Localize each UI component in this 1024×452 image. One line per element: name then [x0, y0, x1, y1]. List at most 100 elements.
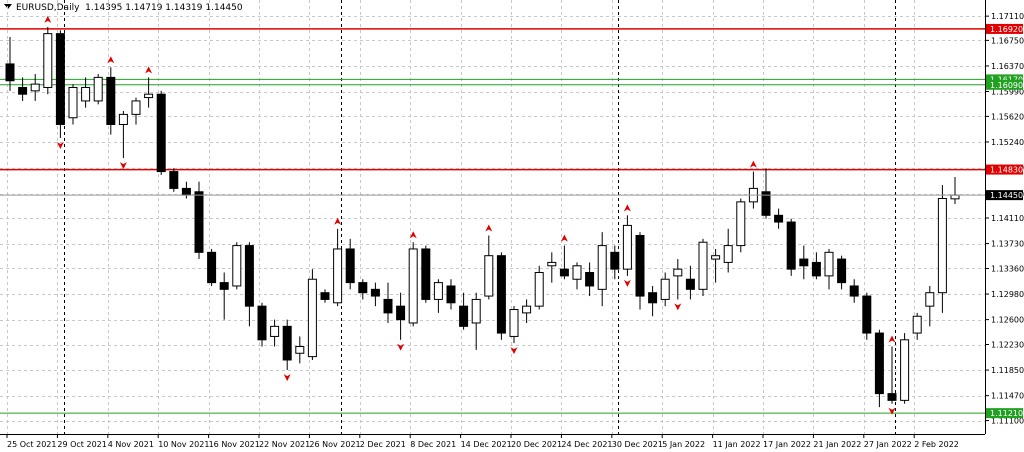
- y-tick-label: 1.17110: [991, 12, 1024, 21]
- x-tick-label: 26 Nov 2021: [309, 440, 360, 449]
- candle-body: [144, 93, 154, 99]
- candle-body: [484, 255, 494, 297]
- y-tick-label: 1.12980: [991, 290, 1024, 299]
- candle-body: [887, 393, 897, 401]
- fractal-down-arrow: [397, 343, 405, 351]
- fractal-up-arrow: [145, 66, 153, 74]
- current-price-tag: [986, 190, 1023, 201]
- x-tick-label: 2 Feb 2022: [914, 440, 959, 449]
- y-tick-label: 1.15620: [991, 112, 1024, 121]
- candle-body: [345, 248, 355, 284]
- candle-body: [522, 305, 532, 314]
- price-tag-label: 1.16920: [990, 25, 1023, 34]
- candle-body: [383, 298, 393, 314]
- candle-body: [648, 292, 658, 304]
- y-tick-label: 1.11850: [991, 366, 1024, 375]
- candle-body: [950, 194, 960, 200]
- price-tag-label: 1.16090: [990, 81, 1023, 90]
- y-tick-label: 1.14110: [991, 214, 1024, 223]
- candle-body: [207, 251, 217, 284]
- candle-body: [68, 86, 78, 119]
- fractal-up-arrow: [749, 160, 757, 168]
- fractal-up-arrow: [409, 231, 417, 239]
- candle-body: [257, 305, 267, 341]
- fractal-down-arrow: [888, 407, 896, 415]
- candle-body: [55, 33, 65, 125]
- candle-body: [219, 282, 229, 290]
- fractal-up-arrow: [485, 224, 493, 232]
- y-tick-label: 1.12230: [991, 341, 1024, 350]
- candle-body: [106, 76, 116, 125]
- ohlc-values: 1.14395 1.14719 1.14319 1.14450: [85, 3, 243, 13]
- candle-body: [874, 332, 884, 395]
- candle-body: [81, 86, 91, 102]
- y-tick-label: 1.12600: [991, 316, 1024, 325]
- candle-body: [849, 285, 859, 297]
- candle-body: [559, 268, 569, 277]
- y-tick-label: 1.11100: [991, 417, 1024, 426]
- x-tick-label: 27 Jan 2022: [864, 440, 912, 449]
- candle-body: [5, 63, 15, 82]
- fractal-down-arrow: [119, 162, 127, 170]
- fractal-up-arrow: [44, 15, 52, 23]
- candle-body: [937, 197, 947, 294]
- candle-body: [862, 295, 872, 334]
- x-tick-label: 17 Jan 2022: [763, 440, 811, 449]
- candle-body: [912, 315, 922, 334]
- candle-body: [824, 251, 834, 277]
- price-tag-label: 1.11210: [990, 409, 1023, 418]
- candle-body: [925, 292, 935, 307]
- candle-body: [509, 309, 519, 337]
- fractal-down-arrow: [283, 374, 291, 382]
- candle-body: [799, 258, 809, 267]
- x-tick-label: 30 Dec 2021: [612, 440, 663, 449]
- y-tick-label: 1.15240: [991, 138, 1024, 147]
- x-tick-label: 2 Dec 2021: [360, 440, 406, 449]
- candle-body: [118, 113, 128, 125]
- symbol-label: EURUSD,Daily: [16, 3, 80, 13]
- candle-body: [408, 248, 418, 324]
- candle-body: [685, 278, 695, 290]
- candle-body: [900, 339, 910, 401]
- support-price-tag: [986, 408, 1023, 419]
- candle-body: [307, 278, 317, 358]
- candle-body: [698, 241, 708, 290]
- price-tag-label: 1.14830: [990, 166, 1023, 175]
- candle-body: [370, 288, 380, 297]
- candle-body: [597, 245, 607, 290]
- fractal-down-arrow: [674, 303, 682, 311]
- candle-body: [282, 325, 292, 361]
- candle-body: [93, 76, 103, 102]
- candle-body: [232, 245, 242, 287]
- fractal-up-arrow: [623, 204, 631, 212]
- candle-body: [320, 292, 330, 300]
- fractal-up-arrow: [107, 56, 115, 64]
- y-tick-label: 1.13360: [991, 264, 1024, 273]
- support-price-tag: [986, 79, 1023, 90]
- x-tick-label: 21 Jan 2022: [813, 440, 861, 449]
- candle-body: [711, 255, 721, 260]
- fractal-down-arrow: [56, 141, 64, 149]
- fractal-up-arrow: [888, 335, 896, 343]
- candle-body: [786, 221, 796, 270]
- fractal-up-arrow: [560, 234, 568, 242]
- x-tick-label: 20 Dec 2021: [511, 440, 562, 449]
- x-tick-label: 16 Nov 2021: [209, 440, 260, 449]
- y-tick-label: 1.13730: [991, 240, 1024, 249]
- x-tick-label: 11 Jan 2022: [713, 440, 761, 449]
- y-tick-label: 1.11470: [991, 392, 1024, 401]
- support-price-tag: [986, 74, 1023, 85]
- candle-body: [736, 201, 746, 247]
- candle-body: [396, 305, 406, 321]
- candle-body: [572, 265, 582, 280]
- candle-body: [156, 93, 166, 173]
- fractal-down-arrow: [510, 347, 518, 355]
- candle-body: [169, 171, 179, 189]
- candle-body: [774, 214, 784, 223]
- candle-body: [622, 224, 632, 270]
- x-tick-label: 29 Oct 2021: [57, 440, 106, 449]
- candle-body: [496, 255, 506, 334]
- fractal-up-arrow: [334, 217, 342, 225]
- candle-body: [433, 282, 443, 300]
